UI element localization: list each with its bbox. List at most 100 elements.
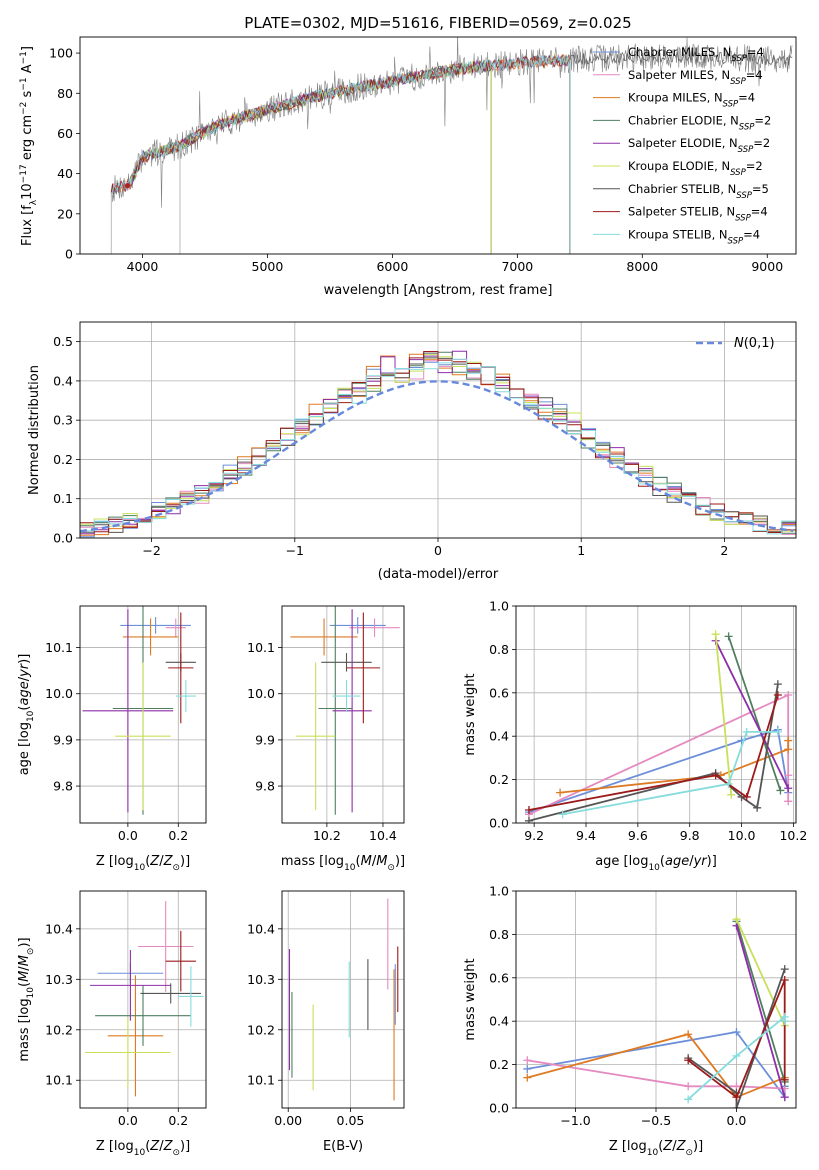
chart-mass_vs_Z: 0.0 0.210.110.210.310.4Z [log10(Z/Z⊙)]mas… <box>17 890 207 1158</box>
x-tick-label: 0.0 <box>118 828 138 843</box>
legend-part: Salpeter MILES, N <box>628 68 730 82</box>
label-part: M <box>17 971 32 982</box>
weight-marker <box>556 788 565 797</box>
label-part: M <box>17 955 32 966</box>
y-tick-label: 0.3 <box>53 413 73 428</box>
x-axis-label: wavelength [Angstrom, rest frame] <box>324 283 553 298</box>
label-part: A <box>20 64 35 77</box>
label-part: ⊙ <box>26 948 36 956</box>
axes-frame <box>281 890 405 1109</box>
label-part: )] <box>17 654 32 664</box>
label-part: ( <box>17 982 32 987</box>
chart-mass_vs_ebv: 0.00 0.05 10.1 10.2 10.3 10.4 E(B-V) <box>247 890 405 1154</box>
y-tick-label: 9.9 <box>53 732 73 747</box>
label-part: Z [log <box>96 1139 134 1154</box>
legend-part: Kroupa MILES, N <box>628 91 723 105</box>
weight-marker <box>524 816 533 823</box>
weight-marker <box>724 632 733 641</box>
y-tick-label: 0.1 <box>53 491 73 506</box>
x-tick-label: 0.0 <box>118 1113 138 1128</box>
legend-label: Kroupa MILES, NSSP=4 <box>628 91 755 110</box>
weight-marker <box>784 784 793 793</box>
y-tick-label: 10.1 <box>247 640 275 655</box>
label-part: ( <box>17 706 32 711</box>
weight-marker <box>684 1095 693 1104</box>
legend-part: SSP <box>730 168 746 178</box>
weight-line-kroupa-miles <box>527 1033 786 1099</box>
axes-frame <box>79 605 207 824</box>
label-part: ] <box>20 46 35 51</box>
x-axis-label: (data-model)/error <box>378 567 499 582</box>
y-tick-label: 0 <box>65 247 73 262</box>
x-axis-label: E(B-V) <box>323 1139 363 1154</box>
legend-part: =4 <box>747 45 764 59</box>
y-tick-label: 0.4 <box>489 1014 509 1029</box>
y-tick-label: 9.9 <box>255 732 275 747</box>
label-part: Z [log <box>96 854 134 869</box>
x-tick-label: −0.5 <box>641 1113 671 1128</box>
label-part: / <box>17 966 32 971</box>
legend-part: SSP <box>731 54 747 64</box>
label-part: λ <box>29 199 39 205</box>
label-part: age [log <box>17 722 32 775</box>
y-tick-label: 0.6 <box>489 685 509 700</box>
y-tick-label: 0.5 <box>53 334 73 349</box>
label-part: Z <box>163 1139 174 1154</box>
label-part: / <box>159 1139 164 1154</box>
weight-marker <box>784 736 793 745</box>
y-tick-label: 10.0 <box>247 686 275 701</box>
label-part: Z <box>149 1139 160 1154</box>
label-part: s <box>20 90 35 101</box>
y-axis-label: age [log10(age/yr)] <box>17 654 36 776</box>
y-tick-label: 0.2 <box>489 1057 509 1072</box>
axes-frame <box>79 321 797 539</box>
label-part: Flux [f <box>20 205 35 246</box>
y-tick-label: 0.8 <box>489 642 509 657</box>
label-part: 10 <box>134 1148 146 1158</box>
y-tick-label: 60 <box>57 126 73 141</box>
hist-kroupa-stelib <box>80 358 796 535</box>
label-part: M <box>361 854 372 869</box>
label-part: ( <box>145 1139 150 1154</box>
axes-frame <box>79 36 797 255</box>
legend-part: Salpeter STELIB, N <box>628 205 735 219</box>
label-part: Z <box>676 1139 687 1154</box>
label-part: ( <box>658 1139 663 1154</box>
label-part: ( <box>660 854 665 869</box>
legend-part: =4 <box>743 227 760 241</box>
weight-marker <box>784 690 793 699</box>
weight-marker <box>780 965 789 974</box>
y-tick-label: 0.6 <box>489 970 509 985</box>
x-tick-label: 5000 <box>252 259 284 274</box>
x-tick-label: 0.2 <box>168 828 188 843</box>
x-tick-label: −2 <box>142 543 160 558</box>
y-tick-label: 9.8 <box>53 779 73 794</box>
label-part: −2 <box>19 102 29 115</box>
y-tick-label: 10.2 <box>45 1022 73 1037</box>
x-tick-label: 0.05 <box>337 1113 365 1128</box>
weight-marker <box>773 690 782 699</box>
legend-part: SSP <box>738 145 754 155</box>
label-part: ⊙ <box>172 863 180 873</box>
label-part: −17 <box>19 164 29 183</box>
marker-point <box>124 183 130 189</box>
x-tick-label: 0 <box>434 543 442 558</box>
weight-marker <box>711 771 720 780</box>
label-part: 10 <box>648 863 660 873</box>
y-tick-label: 10.3 <box>247 972 275 987</box>
weight-line-salpeter-stelib <box>528 694 779 811</box>
label-part: / <box>372 854 377 869</box>
legend-part: Kroupa ELODIE, N <box>628 159 730 173</box>
chart-residuals: −2 −1 0 1 2 0.0 0.1 0.2 0.3 0.4 0.5 N(0,1) (data-mod… <box>27 321 797 582</box>
weight-marker <box>784 745 793 754</box>
y-axis-label: mass [log10(M/M⊙)] <box>17 937 36 1061</box>
y-tick-label: 10.1 <box>247 1073 275 1088</box>
weight-line-chabrier-elodie <box>727 636 782 791</box>
y-tick-label: 1.0 <box>489 599 509 614</box>
gaussian-curve <box>80 380 794 533</box>
label-part: ⊙ <box>172 1148 180 1158</box>
weight-marker <box>742 792 751 801</box>
label-part: yr <box>693 854 709 869</box>
y-tick-label: 9.8 <box>255 779 275 794</box>
